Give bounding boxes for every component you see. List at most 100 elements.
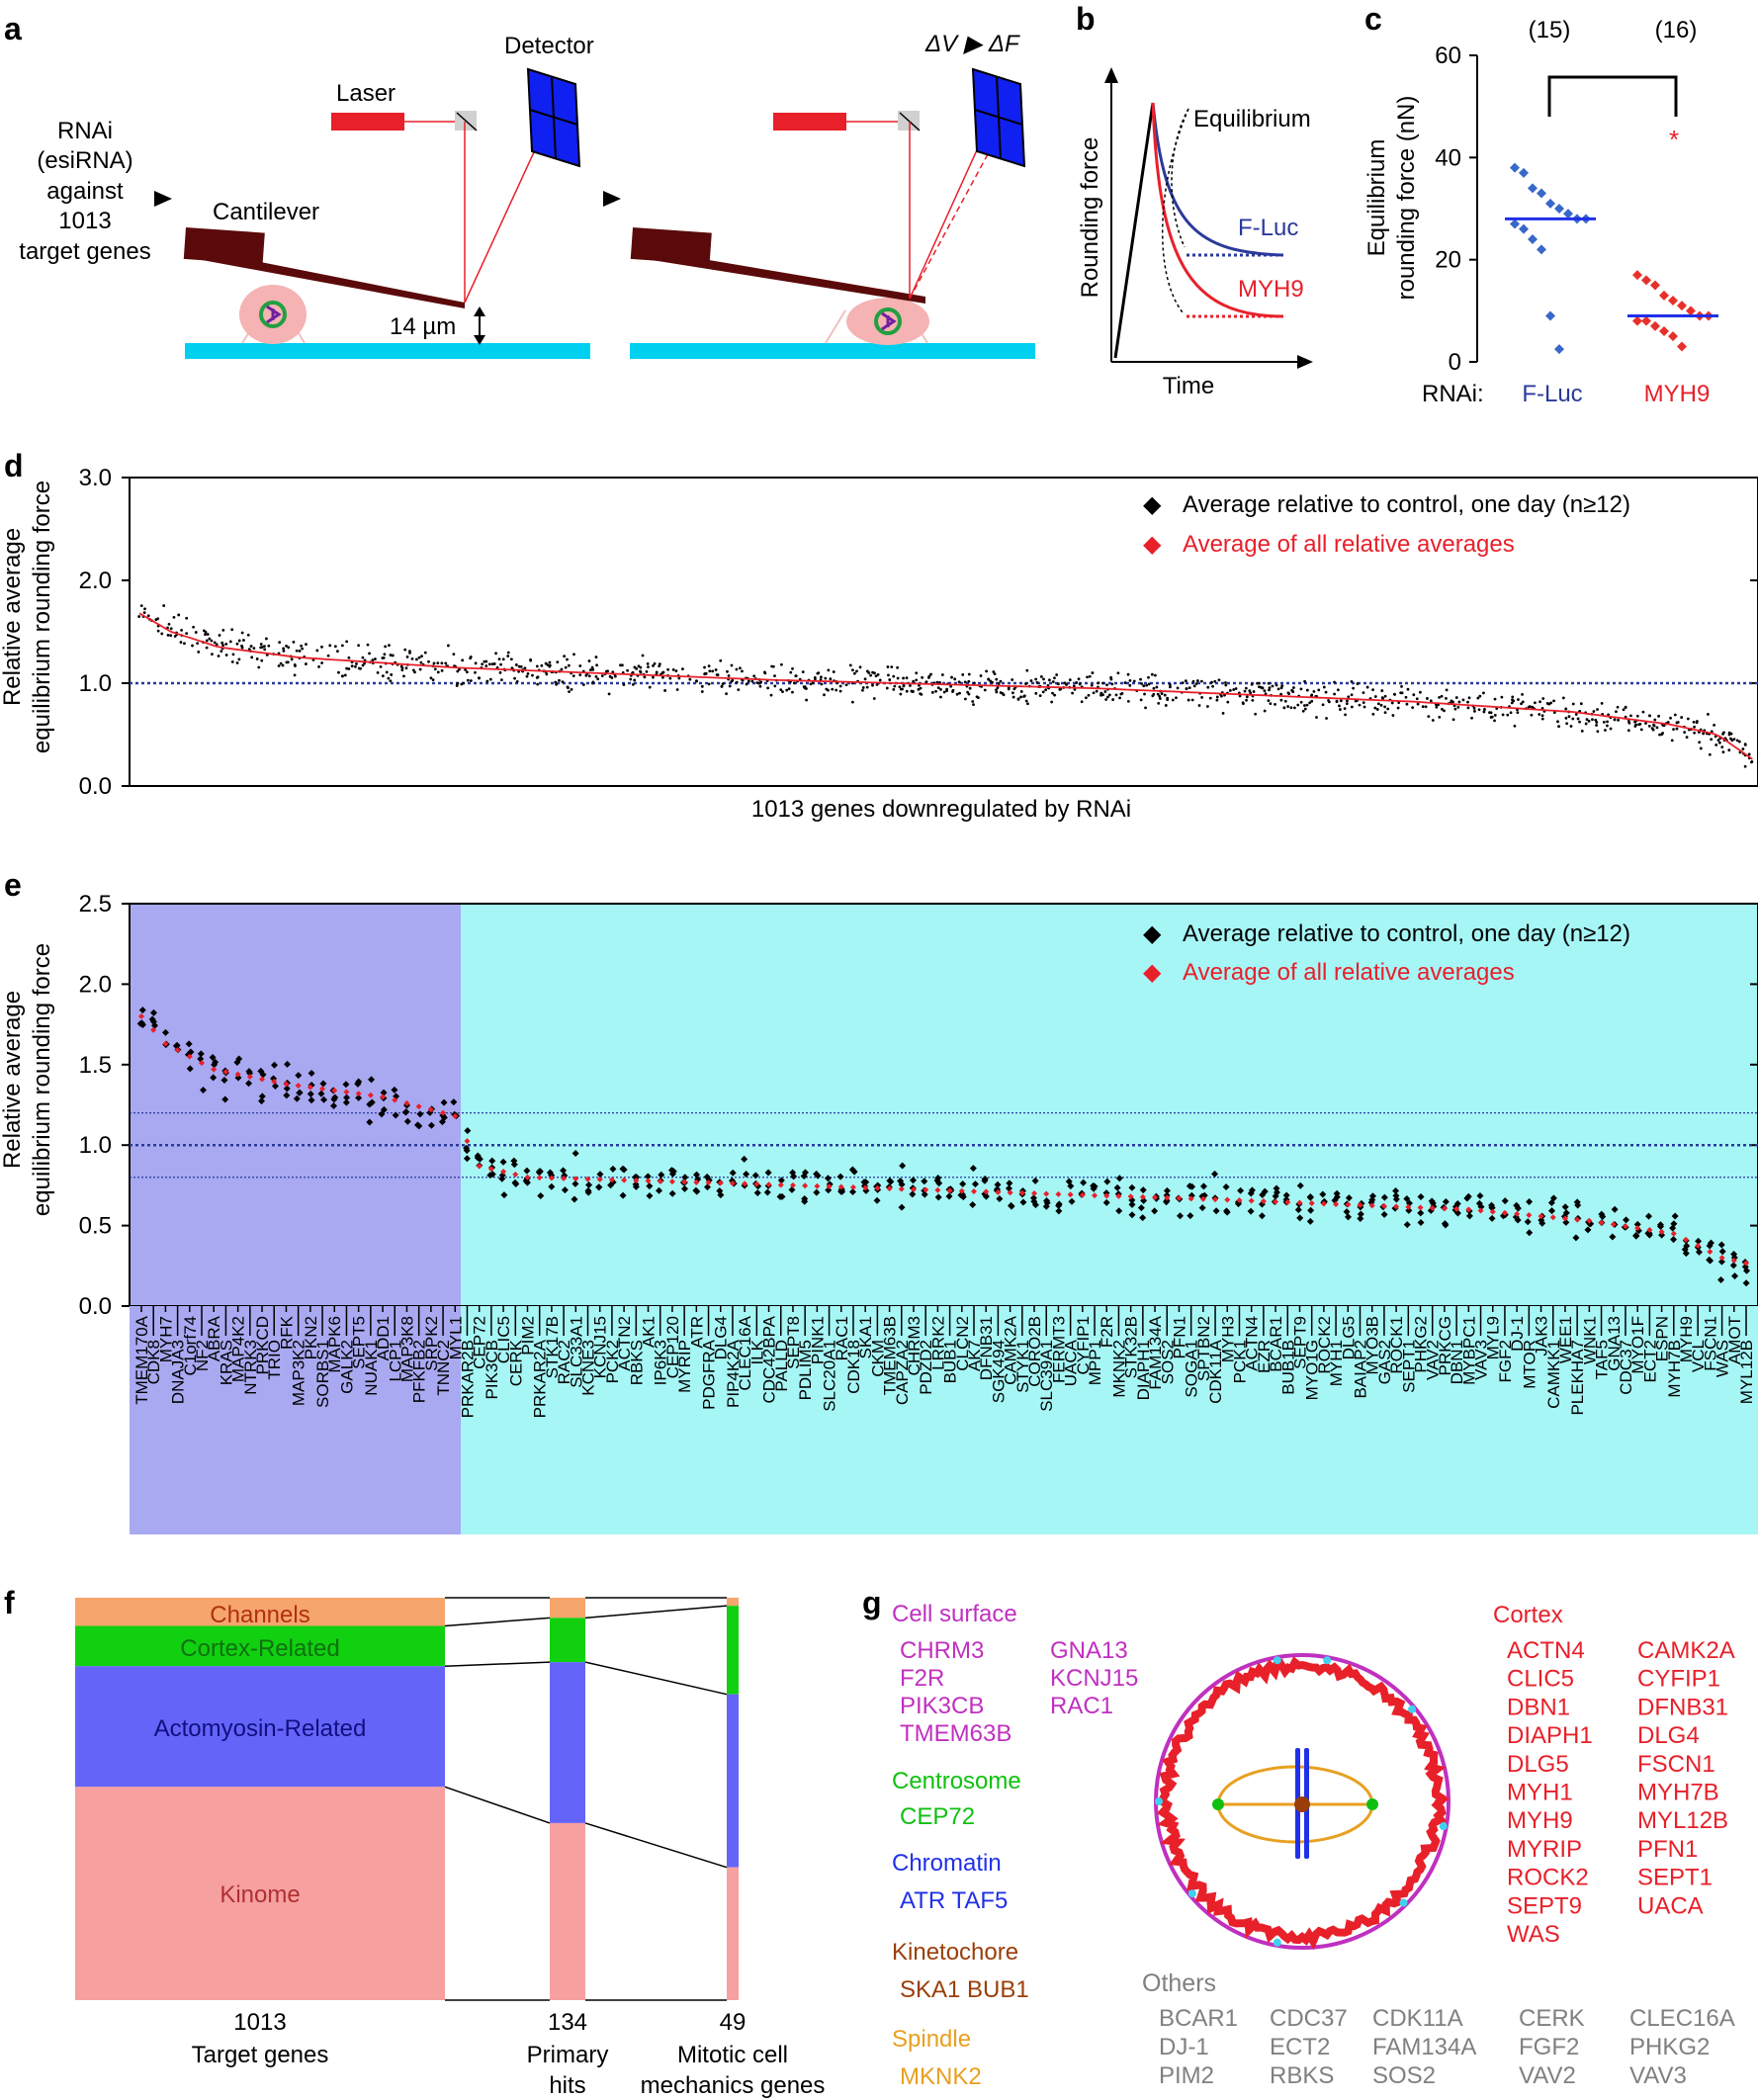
gene-point [287,646,291,650]
gene-point [383,653,387,656]
gene-point [1053,693,1056,697]
delta-label: ΔV ▶ ΔF [924,31,1020,57]
gene-point [1192,684,1196,688]
gene-point [995,677,999,681]
gene-point [934,1175,942,1182]
gene-point [1549,701,1552,705]
gene-point [1055,1200,1063,1208]
gene-point [1011,695,1015,699]
gene-point [813,676,817,679]
gene-point [1039,675,1043,678]
gene-point [1150,672,1154,676]
gene-point [809,682,813,686]
laser [773,113,846,131]
gene-point [1011,691,1014,695]
gene-point [403,648,407,652]
substrate [630,343,1035,359]
average-point [1718,1255,1725,1262]
gene-point [571,1195,578,1203]
gene-point [631,670,635,674]
gene-point [237,657,241,661]
gene-point [1632,1232,1640,1240]
gene-point [204,631,208,634]
gene-point [228,640,232,644]
gene-point [1670,739,1674,743]
average-point [343,1089,350,1095]
gene-label: NTRK3 [241,1340,260,1395]
gene-point [513,676,516,680]
gene-point [1466,700,1469,704]
gene-point [440,661,444,665]
gene-point [851,668,854,672]
gene-point [915,671,919,675]
gene-point [149,1017,157,1025]
average-point [1308,1199,1315,1206]
gene-point [773,684,777,688]
gene-point [1128,1211,1136,1219]
panel-d-xlabel: 1013 genes downregulated by RNAi [751,796,1131,823]
gene-label: BUB1B [1278,1340,1297,1395]
laser [331,113,404,131]
link-line [584,1605,728,1619]
gene-point [1338,704,1341,708]
bar-segment-channels [727,1598,739,1607]
gene-point [591,668,595,671]
gene-point [639,670,643,674]
gene-point [595,1183,603,1191]
gene-point [1044,688,1048,692]
gene-point [487,662,491,666]
gene-point [427,1121,435,1129]
gene-point [832,670,835,673]
gene-point [209,1054,217,1062]
gene-point [1103,690,1107,693]
surface-marker [1273,1656,1281,1665]
gene-point [548,663,552,667]
gene-point [1501,713,1505,717]
gene-point [556,660,560,664]
gene: TMEM63B [900,1720,1011,1747]
gene-point [1392,1187,1400,1195]
gene-point [1208,696,1212,700]
gene-label: KCNE3 [579,1340,598,1396]
gene-point [260,658,264,662]
gene-point [180,629,183,632]
gene-point [1569,725,1573,728]
gene-label: ACTN4 [1243,1316,1262,1371]
gene-point [1279,686,1283,690]
gene-point [720,684,724,688]
gene-label: SRPK2 [422,1316,441,1371]
gene-point [824,1175,832,1182]
gene-point [1710,730,1714,734]
gene-label: CDK8 [144,1340,163,1384]
gene-point [455,684,459,687]
data-point [1677,301,1687,311]
gene-point [957,1191,965,1199]
gene-point [235,642,239,646]
gene: CLIC5 [1507,1666,1574,1693]
gene-point [887,673,890,677]
gene-label: MYH7B [1665,1340,1684,1398]
gene-point [391,1086,398,1094]
gene-point [1482,710,1486,714]
cell-surface-title: Cell surface [892,1601,1017,1627]
gene-point [609,1165,617,1173]
gene-point [643,675,647,679]
gene-point [735,667,739,671]
gene-point [380,1089,388,1096]
gene-point [1263,689,1267,693]
data-point [1677,341,1687,352]
gene-point [1730,1250,1738,1258]
data-point [1537,244,1546,255]
gene-point [492,662,496,665]
gene-point [1176,686,1180,690]
gene: MYRIP [1507,1836,1582,1863]
average-point [1465,1206,1472,1213]
gene-point [999,679,1003,683]
average-point [271,1078,278,1085]
gene-point [1634,723,1638,727]
panel-c-ylabel-1: Equilibrium [1363,139,1390,257]
gene-point [1644,722,1647,725]
gene-point [1321,703,1325,707]
gene-point [1538,713,1541,716]
gene-point [1584,1226,1592,1234]
